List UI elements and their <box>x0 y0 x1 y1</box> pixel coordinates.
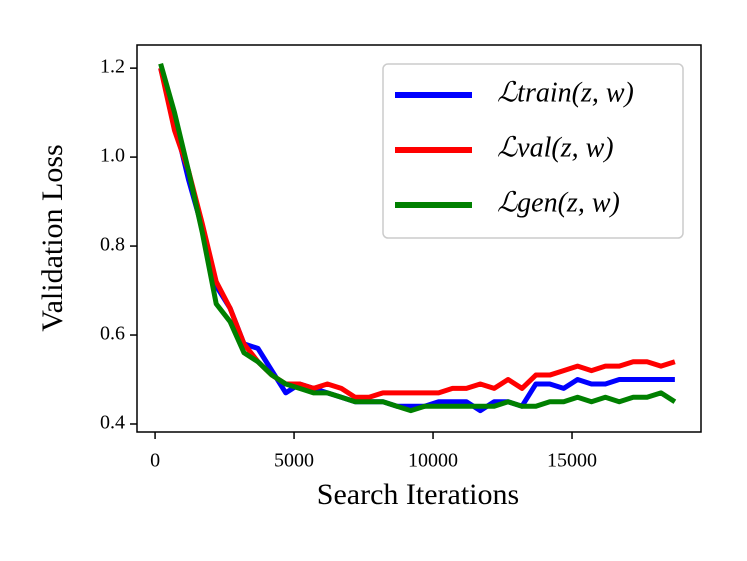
y-tick-label: 0.4 <box>100 412 125 434</box>
x-tick-label: 0 <box>150 450 160 472</box>
y-tick-label: 0.6 <box>100 323 125 345</box>
legend-box <box>382 63 684 239</box>
plot-frame <box>136 44 702 433</box>
legend-label: ℒgen(z, w) <box>497 187 620 218</box>
data-line <box>158 62 677 414</box>
legend-label: ℒtrain(z, w) <box>497 77 634 108</box>
y-tick-label: 0.8 <box>100 234 125 256</box>
y-tick-label: 1.2 <box>100 56 125 78</box>
y-axis-label: Validation Loss <box>36 144 69 332</box>
legend-label: ℒval(z, w) <box>497 132 614 163</box>
data-line <box>158 67 676 400</box>
y-tick-label: 1.0 <box>100 145 125 167</box>
x-tick-label: 15000 <box>547 450 597 472</box>
x-tick-label: 10000 <box>408 450 458 472</box>
x-axis-label: Search Iterations <box>317 478 519 511</box>
x-tick-label: 5000 <box>274 450 314 472</box>
